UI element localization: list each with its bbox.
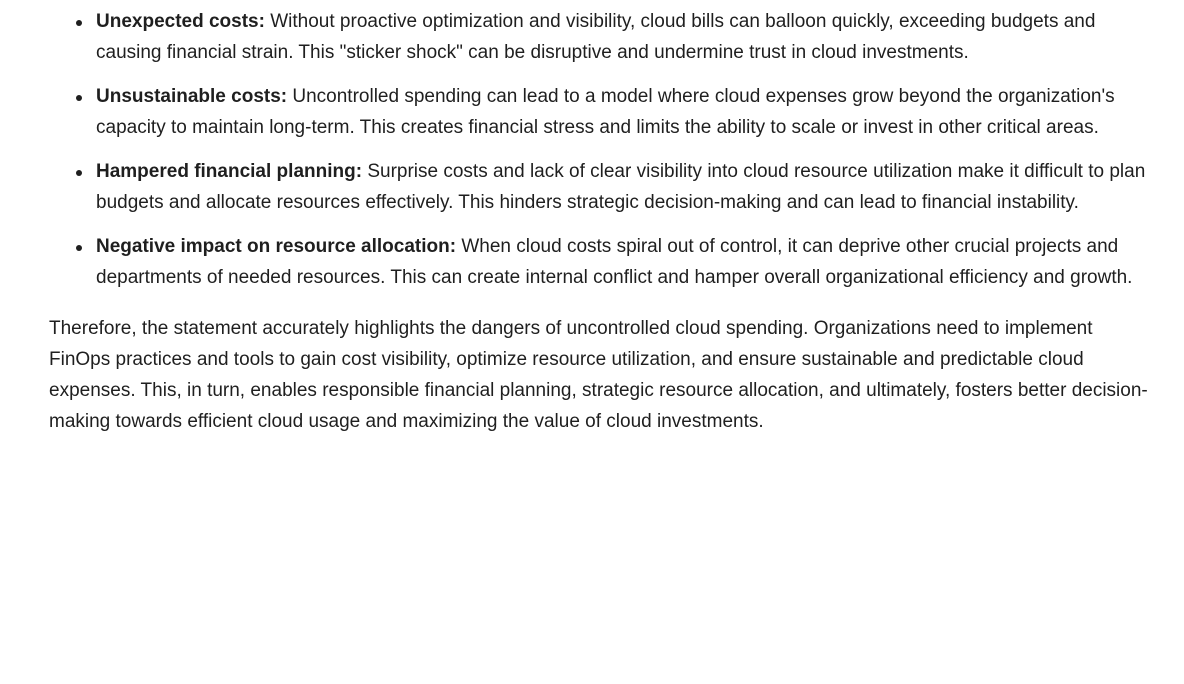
bullet-term: Hampered financial planning: — [96, 161, 363, 182]
bullet-text: Uncontrolled spending can lead to a mode… — [96, 86, 1115, 138]
bullet-text: Surprise costs and lack of clear visibil… — [96, 161, 1146, 213]
bullet-dot-icon — [76, 245, 82, 251]
list-item: Hampered financial planning: Surprise co… — [49, 156, 1149, 218]
bullet-dot-icon — [76, 95, 82, 101]
bullet-term: Unexpected costs: — [96, 11, 265, 32]
list-item: Negative impact on resource allocation: … — [49, 231, 1149, 293]
bullet-term: Negative impact on resource allocation: — [96, 236, 457, 257]
bullet-text: When cloud costs spiral out of control, … — [96, 236, 1133, 288]
bullet-text: Without proactive optimization and visib… — [96, 11, 1096, 63]
response-content: Unexpected costs: Without proactive opti… — [49, 6, 1149, 437]
bullet-list: Unexpected costs: Without proactive opti… — [49, 6, 1149, 293]
bullet-dot-icon — [76, 170, 82, 176]
bullet-dot-icon — [76, 20, 82, 26]
conclusion-paragraph: Therefore, the statement accurately high… — [49, 318, 1148, 432]
list-item: Unexpected costs: Without proactive opti… — [49, 6, 1149, 68]
bullet-term: Unsustainable costs: — [96, 86, 288, 107]
list-item: Unsustainable costs: Uncontrolled spendi… — [49, 81, 1149, 143]
